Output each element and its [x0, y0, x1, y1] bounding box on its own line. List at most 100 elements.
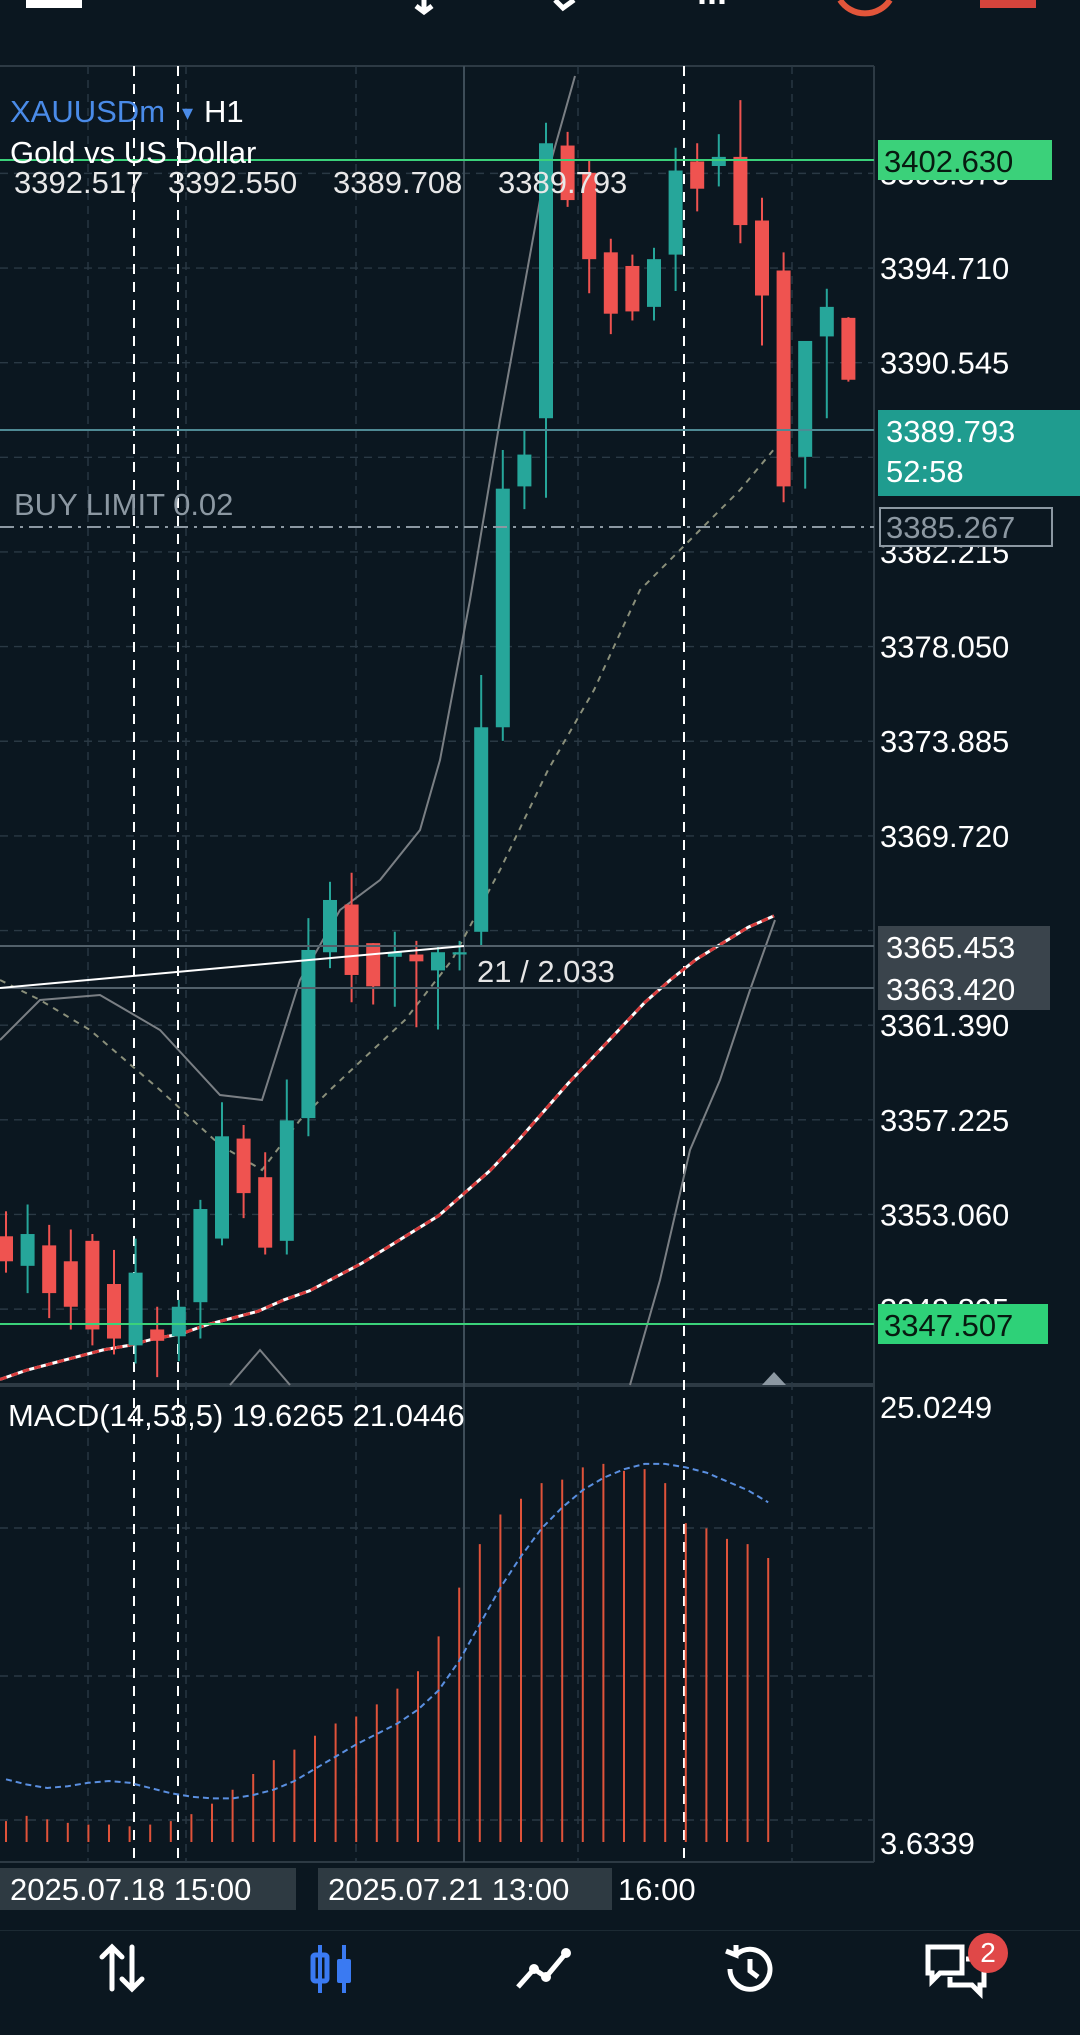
chart-grid	[0, 65, 875, 1863]
candle-body	[301, 949, 316, 1119]
scroll-indicator-icon	[762, 1372, 786, 1385]
candle-body	[625, 265, 640, 312]
price-axis: 3398.8753394.7103390.5453382.2153378.050…	[0, 140, 1080, 1910]
buy-limit-price-tag-box	[879, 507, 1053, 547]
countdown-label: 52:58	[886, 454, 964, 489]
candle-body	[431, 952, 445, 971]
top-toolbar-icons	[26, 0, 1036, 17]
buy-limit-price-tag: 3385.267	[886, 510, 1015, 545]
low-price-tag: 3347.507	[884, 1308, 1013, 1343]
candle-body	[776, 270, 791, 487]
indicator-icon[interactable]	[553, 0, 576, 12]
ohlc-high: 3392.550	[168, 165, 297, 200]
chart-overlay	[0, 159, 874, 1385]
nav-history[interactable]	[688, 1939, 808, 2035]
time-label-right: 16:00	[618, 1872, 696, 1907]
candle-body	[128, 1272, 143, 1346]
low-price-tag-box	[878, 1304, 1048, 1344]
candle-body	[236, 1138, 251, 1194]
candle-body	[690, 161, 705, 189]
color-scheme-icon[interactable]	[980, 0, 1036, 8]
timeframe-icon[interactable]	[837, 0, 893, 17]
candle-body	[582, 172, 597, 260]
objects-icon[interactable]	[699, 0, 725, 4]
candle-body	[798, 340, 813, 457]
high-price-tag-box	[878, 140, 1052, 180]
candle-body	[387, 952, 402, 957]
candle-body	[603, 252, 618, 314]
nav-messages[interactable]: 2	[898, 1933, 1018, 2035]
price-tick-label: 3378.050	[880, 630, 1009, 665]
current-price-tag: 3389.793	[886, 414, 1015, 449]
candle-body	[474, 727, 489, 932]
crosshair-price-a: 3365.453	[886, 930, 1015, 965]
macd-pane	[5, 1462, 770, 1842]
buy-limit-label[interactable]: BUY LIMIT 0.02	[14, 487, 233, 522]
trendline	[0, 945, 465, 989]
time-label-left-box	[0, 1868, 296, 1910]
time-label-left: 2025.07.18 15:00	[10, 1872, 251, 1907]
symbol-description: Gold vs US Dollar	[10, 135, 256, 170]
candle-body	[517, 454, 532, 487]
moving-average-line-red	[0, 914, 775, 1381]
candle-body	[495, 488, 510, 728]
macd-title: MACD(14,53,5) 19.6265 21.0446	[8, 1398, 465, 1433]
crosshair-price-b: 3363.420	[886, 972, 1015, 1007]
nav-chart[interactable]	[272, 1939, 392, 2035]
chart-icon	[310, 1945, 351, 1993]
symbol-ticker[interactable]: XAUUSDm	[10, 94, 165, 129]
price-tick-label: 3394.710	[880, 251, 1009, 286]
candle-body	[20, 1234, 35, 1266]
price-tick-label: 3353.060	[880, 1197, 1009, 1232]
quotes-icon	[99, 1943, 145, 1993]
envelope-band-lower	[629, 919, 776, 1386]
timeframe-label[interactable]: H1	[204, 94, 244, 129]
macd-axis-bottom: 3.6339	[880, 1826, 975, 1861]
candle-body	[0, 1236, 13, 1262]
history-icon	[725, 1945, 773, 1992]
candle-body	[193, 1209, 208, 1303]
candle-body	[323, 899, 337, 953]
ohlc-low: 3389.708	[333, 165, 462, 200]
download-arrow-icon[interactable]	[414, 0, 434, 16]
symbol-dropdown-caret[interactable]: ▾	[182, 100, 193, 125]
candle-body	[171, 1306, 186, 1337]
candle-body	[215, 1136, 229, 1239]
ohlc-open: 3392.517	[14, 165, 143, 200]
trading-chart[interactable]: 3398.8753394.7103390.5453382.2153378.050…	[0, 0, 1080, 1930]
measure-label: 21 / 2.033	[477, 954, 615, 989]
candle-body	[733, 156, 748, 226]
candle-body	[539, 143, 553, 419]
crosshair-price-box	[878, 926, 1050, 1010]
candle-body	[279, 1120, 294, 1241]
bottom-navigation: 2	[0, 1930, 1080, 2035]
nav-trade[interactable]	[482, 1939, 602, 2035]
envelope-band-fragment	[229, 1348, 291, 1386]
price-tick-label: 3373.885	[880, 724, 1009, 759]
price-tick-label: 3369.720	[880, 819, 1009, 854]
macd-signal-line	[5, 1462, 769, 1800]
envelope-band-upper	[0, 75, 576, 1102]
ohlc-close: 3389.793	[498, 165, 627, 200]
candle-body	[344, 904, 359, 975]
moving-averages	[0, 75, 776, 1386]
candle-body	[85, 1240, 100, 1330]
candle-body	[409, 954, 424, 962]
menu-icon[interactable]	[26, 0, 82, 8]
candle-body	[819, 306, 834, 337]
time-label-mid-box	[318, 1868, 612, 1910]
messages-badge: 2	[968, 1933, 1008, 1973]
macd-axis-top: 25.0249	[880, 1390, 992, 1425]
high-price-tag: 3402.630	[884, 144, 1013, 179]
moving-average-slow-dashed	[0, 447, 776, 1172]
candle-body	[668, 170, 683, 255]
candles	[0, 100, 856, 1378]
nav-quotes[interactable]	[62, 1939, 182, 2035]
candle-body	[755, 220, 769, 296]
candle-body	[150, 1329, 165, 1341]
candle-body	[258, 1177, 273, 1248]
chart-labels: XAUUSDm ▾ H1 Gold vs US Dollar 3392.517 …	[8, 94, 627, 1433]
candle-body	[452, 952, 467, 955]
candle-body	[107, 1284, 121, 1339]
candle-body	[647, 259, 661, 307]
